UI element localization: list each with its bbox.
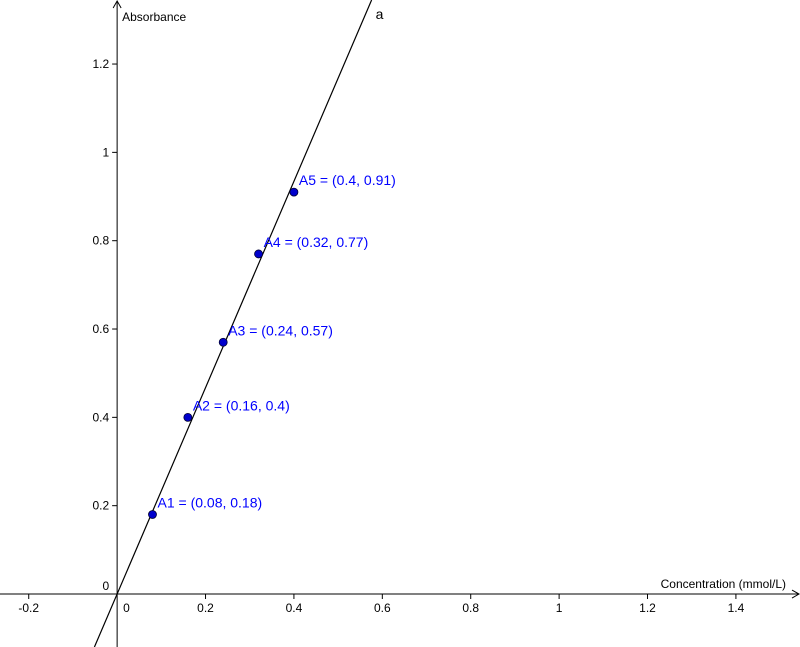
y-tick-label: 0.6 [92, 322, 109, 336]
x-axis-title: Concentration (mmol/L) [661, 577, 786, 591]
x-tick-label: 1.4 [728, 601, 745, 615]
y-axis-title: Absorbance [122, 10, 186, 24]
fit-line-label: a [376, 6, 384, 22]
y-tick-label: 0.2 [92, 499, 109, 513]
x-origin-tick-label: 0 [123, 601, 130, 615]
x-tick-label: 1.2 [639, 601, 656, 615]
x-axis-arrow [791, 589, 800, 599]
data-point-a4 [254, 249, 263, 259]
data-points: A1 = (0.08, 0.18) A2 = (0.16, 0.4) A3 = (0… [148, 172, 396, 519]
y-tick-label: 0.8 [92, 234, 109, 248]
fit-line-group: a [93, 0, 384, 647]
x-tick-label: 1 [556, 601, 563, 615]
y-tick-label: 0.4 [92, 410, 109, 424]
x-tick-label: -0.2 [18, 601, 39, 615]
x-tick-label: 0.4 [286, 601, 303, 615]
y-tick-label: 1 [102, 145, 109, 159]
data-point-a3 [218, 337, 228, 347]
point-label-a2: A2 = (0.16, 0.4) [193, 397, 290, 413]
point-label-a1: A1 = (0.08, 0.18) [157, 495, 262, 511]
x-tick-label: 0.6 [374, 601, 391, 615]
point-label-a4: A4 = (0.32, 0.77) [264, 234, 369, 250]
y-axis-arrow [112, 0, 122, 9]
data-point-a2 [183, 412, 193, 422]
x-tick-label: 0.8 [462, 601, 479, 615]
data-point-a5 [289, 187, 299, 197]
data-point-a1 [148, 510, 157, 519]
point-label-a3: A3 = (0.24, 0.57) [228, 322, 333, 338]
x-tick-label: 0.2 [197, 601, 214, 615]
y-origin-tick-label: 0 [102, 579, 109, 593]
y-tick-label: 1.2 [92, 57, 109, 71]
fit-line [93, 0, 373, 647]
ticks: -0.2 0.2 0.4 0.6 0.8 1 1.2 1.4 0.2 0.4 0.6 0.8 1 1.2 [18, 57, 744, 615]
point-label-a5: A5 = (0.4, 0.91) [299, 172, 396, 188]
